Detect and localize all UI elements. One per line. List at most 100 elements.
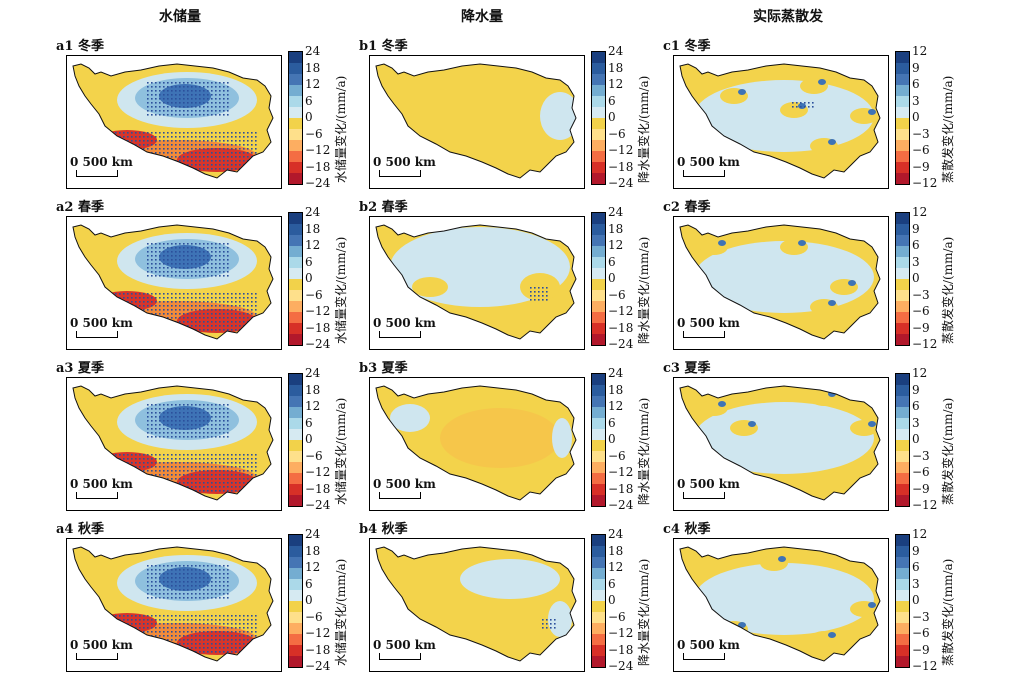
colorbar-tick-label: −18 [608,642,634,657]
map-frame [369,55,585,189]
colorbar-segment [289,268,302,279]
colorbar-tick-label: 12 [912,527,928,541]
positive-anomaly-pixel [738,89,746,95]
colorbar-segment [289,473,302,484]
map-frame [66,538,282,672]
colorbar-segment [592,224,605,235]
colorbar-segment [289,634,302,645]
positive-anomaly-region [694,402,874,474]
colorbar-segment [592,85,605,96]
colorbar-tick-label: −24 [608,337,634,351]
negative-anomaly-patch [810,390,838,406]
colorbar-segment [289,129,302,140]
positive-anomaly-peak [159,245,211,269]
negative-anomaly-core [177,631,257,655]
positive-anomaly-pixel [828,632,836,638]
panel-label: c1 冬季 [663,39,711,54]
colorbar [591,51,606,185]
colorbar-segment [289,601,302,612]
colorbar-segment [289,590,302,601]
colorbar-segment [289,290,302,301]
colorbar-tick-label: 0 [608,110,616,124]
positive-anomaly-pixel [748,421,756,427]
colorbar-segment [289,645,302,656]
colorbar-segment [289,374,302,385]
colorbar-segment [592,451,605,462]
colorbar-segment [896,418,909,429]
colorbar-segment [896,568,909,579]
panel-label: b1 冬季 [359,39,408,54]
plateau-boundary [72,546,274,662]
colorbar-tick-label: 0 [608,271,616,285]
plateau-boundary [679,224,881,340]
anomaly-field [680,64,880,178]
negative-anomaly-core [177,148,257,172]
colorbar-segment [289,96,302,107]
panel-label: a3 夏季 [56,361,104,376]
colorbar-segment [289,495,302,506]
scale-bar-label: 0 500 km [677,477,740,491]
colorbar-label: 降水量变化/(mm/a) [637,236,651,344]
colorbar-tick-label: 6 [608,254,616,269]
positive-anomaly-pixel [868,602,876,608]
column-title-tws: 水储量 [159,9,201,25]
positive-anomaly-pixel [818,79,826,85]
negative-anomaly-region [520,273,560,301]
colorbar-segment [896,645,909,656]
colorbar-segment [592,107,605,118]
colorbar-segment [896,173,909,184]
plateau-map [679,546,881,662]
colorbar-segment [896,557,909,568]
positive-anomaly-pixel [868,109,876,115]
scale-bar-label: 0 500 km [70,638,133,652]
colorbar-tick-label: −24 [305,337,331,351]
colorbar-segment [289,63,302,74]
map-frame [673,538,889,672]
column-title-precipitation: 降水量 [461,9,503,25]
colorbar-segment [896,429,909,440]
colorbar-segment [592,290,605,301]
colorbar-tick-label: −12 [305,304,331,318]
colorbar-tick-label: −3 [912,126,930,141]
colorbar-label: 降水量变化/(mm/a) [637,75,651,183]
colorbar-tick-label: 3 [912,254,920,269]
scale-bar-label: 0 500 km [373,155,436,169]
colorbar-tick-label: 24 [305,44,321,58]
colorbar-tick-label: 3 [912,415,920,430]
colorbar-segment [592,495,605,506]
colorbar-tick-label: 12 [608,77,624,91]
colorbar-segment [592,396,605,407]
colorbar-tick-label: 0 [305,271,313,285]
scale-bar [76,653,118,660]
colorbar-segment [896,535,909,546]
colorbar-tick-label: 0 [912,110,920,124]
plateau-map [375,224,577,340]
colorbar-segment [289,546,302,557]
colorbar-tick-label: 18 [608,543,624,558]
scale-bar-label: 0 500 km [677,155,740,169]
colorbar-segment [896,63,909,74]
colorbar-segment [592,334,605,345]
colorbar-segment [592,301,605,312]
colorbar-tick-label: 18 [608,221,624,236]
colorbar [288,51,303,185]
colorbar-segment [896,484,909,495]
colorbar-tick-label: 18 [608,60,624,75]
colorbar-segment [896,623,909,634]
colorbar-tick-label: −9 [912,642,930,657]
colorbar [288,212,303,346]
plateau-boundary [375,385,577,501]
colorbar-label: 水储量变化/(mm/a) [334,558,348,666]
scale-bar-label: 0 500 km [677,316,740,330]
colorbar-segment [289,246,302,257]
colorbar-tick-label: 0 [608,432,616,446]
plateau-boundary [72,385,274,501]
plateau-map [72,385,274,501]
colorbar-label: 蒸散发变化/(mm/a) [941,397,955,505]
colorbar-tick-label: 12 [305,238,321,252]
colorbar-segment [289,52,302,63]
colorbar-tick-label: −12 [305,143,331,157]
colorbar-segment [592,385,605,396]
map-frame [673,377,889,511]
scale-bar [683,492,725,499]
